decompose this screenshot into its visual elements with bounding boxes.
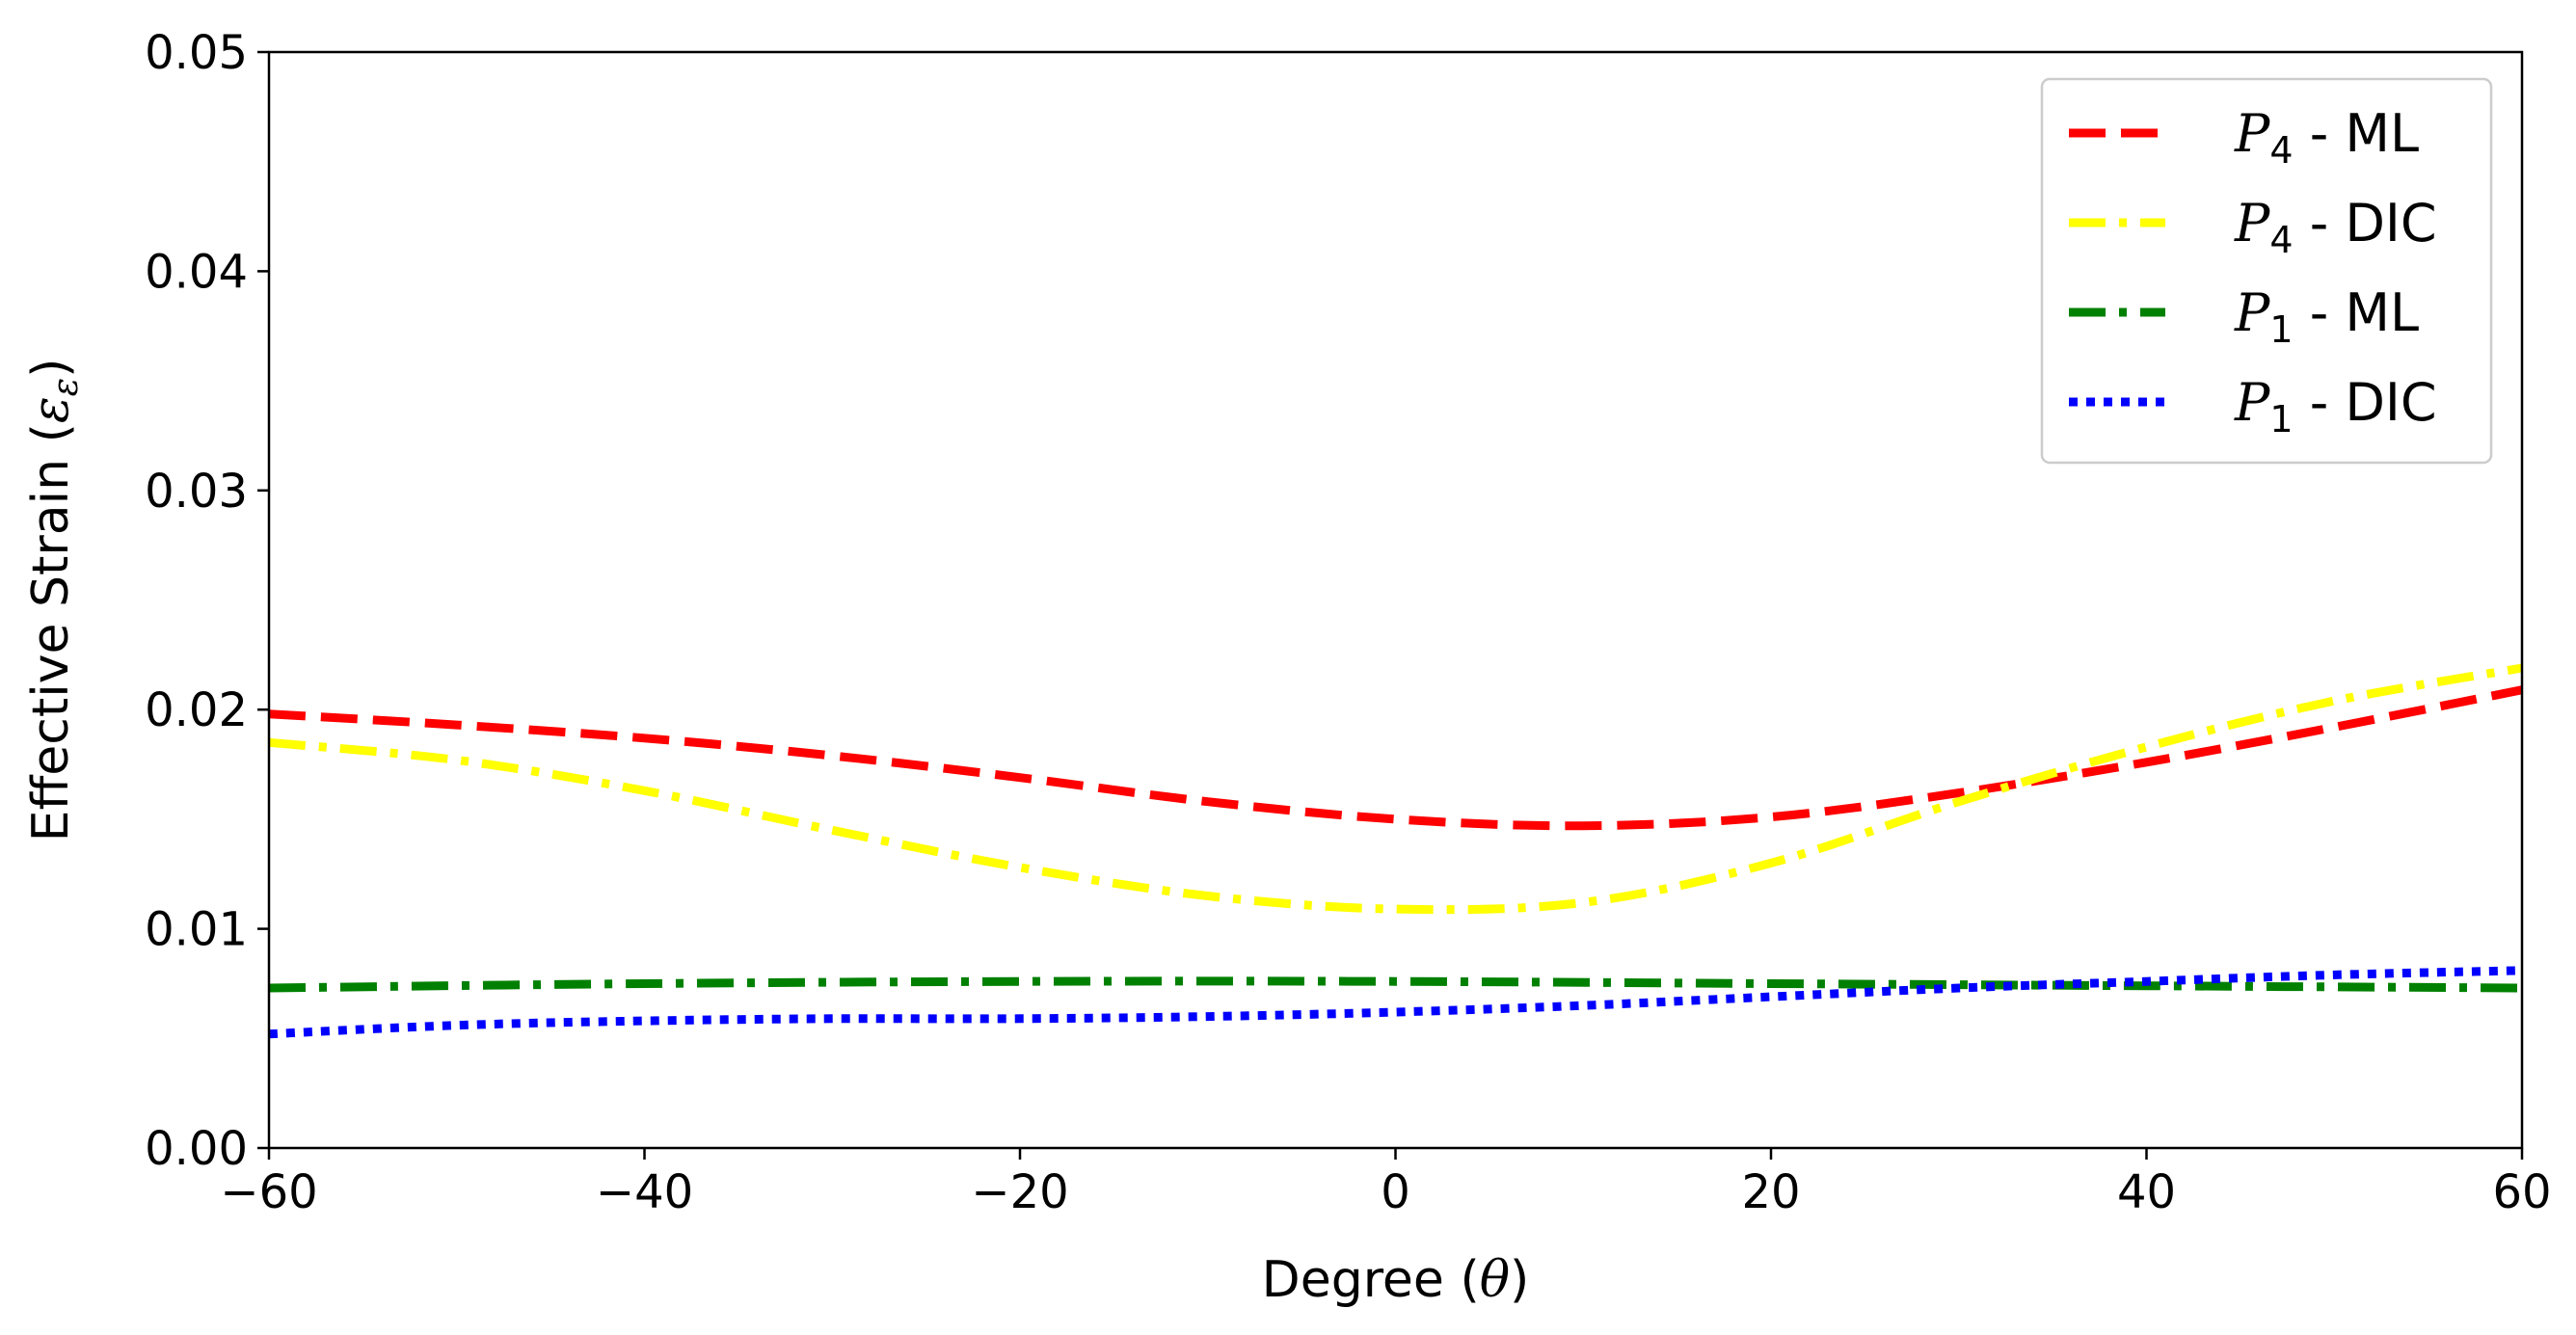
- y-tick-label: 0.05: [145, 26, 248, 80]
- x-tick-label: 20: [1741, 1165, 1800, 1219]
- x-tick-label: 60: [2492, 1165, 2551, 1219]
- legend-label-3: P1 - ML: [2234, 282, 2419, 351]
- y-tick-label: 0.00: [145, 1122, 248, 1176]
- legend-label-4: P1 - DIC: [2234, 372, 2437, 441]
- ticks-layer: −60 −40 −20 0 20 40 60 0.00 0.01 0.02 0.03 0.04 0.05: [145, 26, 2551, 1219]
- x-tick-label: −40: [596, 1165, 693, 1219]
- y-tick-label: 0.02: [145, 683, 248, 737]
- x-axis-label: Degree (θ): [1262, 1251, 1530, 1309]
- series-line-1: [268, 685, 2523, 831]
- x-tick-label: −20: [971, 1165, 1068, 1219]
- x-tick-label: 0: [1381, 1165, 1410, 1219]
- series-line-4: [268, 966, 2523, 1039]
- series-line-2: [268, 663, 2523, 915]
- series-layer: [268, 663, 2523, 1039]
- y-tick-label: 0.04: [145, 245, 248, 299]
- x-tick-label: −60: [220, 1165, 317, 1219]
- legend-label-1: P4 - ML: [2234, 103, 2419, 172]
- legend-box: [2040, 77, 2493, 465]
- y-tick-label: 0.01: [145, 903, 248, 957]
- y-axis-label: Effective Strain (εε): [22, 359, 86, 842]
- y-tick-label: 0.03: [145, 465, 248, 519]
- legend-label-2: P4 - DIC: [2234, 193, 2437, 261]
- legend: P4 - ML P4 - DIC P1 - ML P1 - DIC: [2040, 77, 2493, 465]
- x-tick-label: 40: [2117, 1165, 2176, 1219]
